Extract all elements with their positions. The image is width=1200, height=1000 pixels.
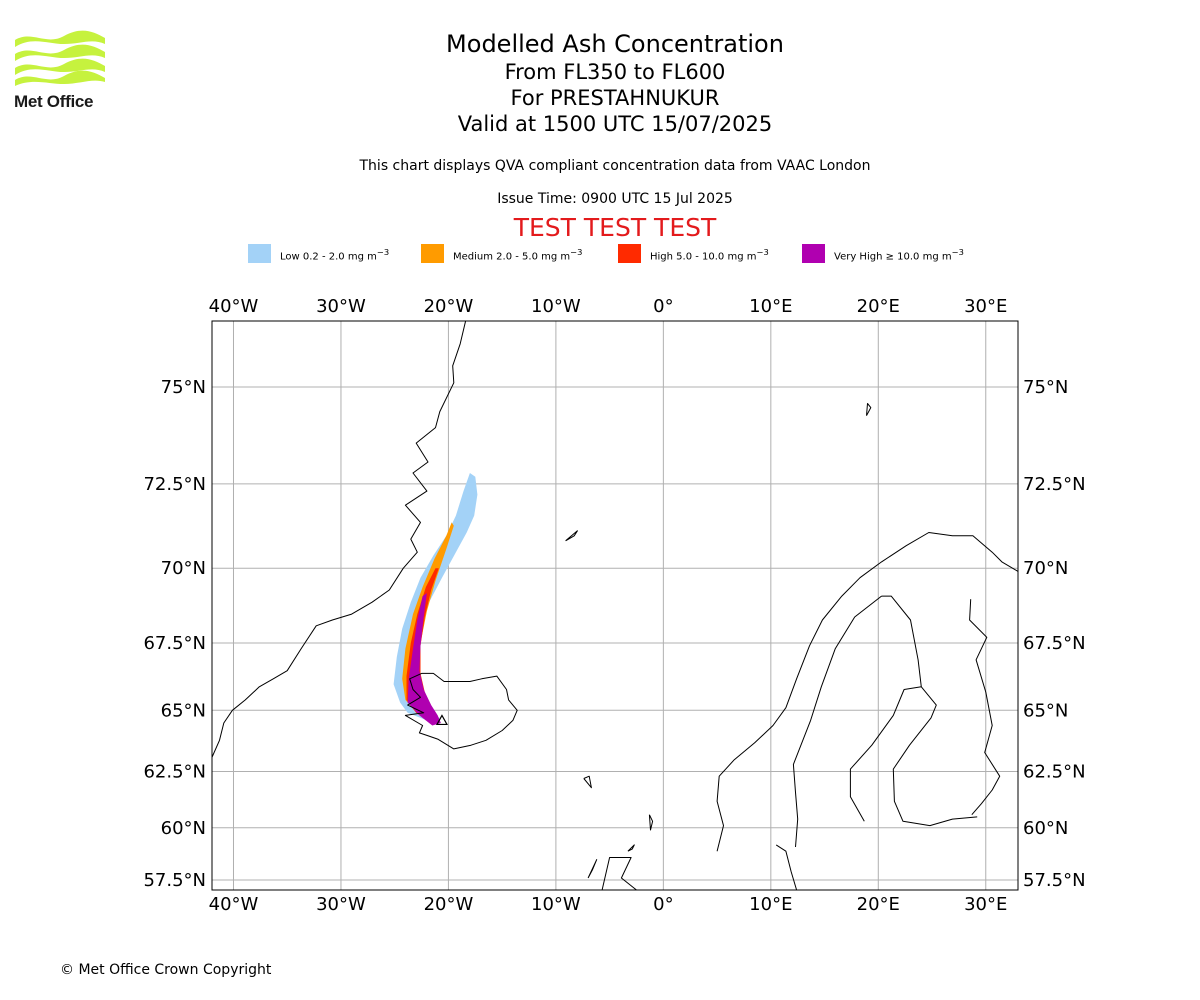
volcano-triangle-icon xyxy=(435,714,448,726)
map-frame xyxy=(211,320,1019,891)
right-lat-tick-label: 70°N xyxy=(1023,558,1068,579)
right-lat-tick-label: 67.5°N xyxy=(1023,633,1086,654)
legend-swatch-very-high xyxy=(802,244,825,263)
coastline-iceland xyxy=(404,672,518,750)
left-lat-tick-label: 72.5°N xyxy=(143,474,206,495)
top-lon-tick-label: 30°E xyxy=(964,296,1007,317)
coastline-orkney xyxy=(627,844,635,852)
coastline-russia-border xyxy=(969,599,1001,816)
left-lat-tick-label: 65°N xyxy=(161,700,206,721)
bottom-lon-tick-label: 10°E xyxy=(749,894,792,915)
top-lon-tick-label: 10°E xyxy=(749,296,792,317)
legend-label-high: High 5.0 - 10.0 mg m−3 xyxy=(650,247,769,263)
coastlines xyxy=(212,321,1018,890)
chart-title: Modelled Ash Concentration xyxy=(446,30,784,58)
flight-levels: From FL350 to FL600 xyxy=(504,60,726,84)
right-lat-tick-label: 72.5°N xyxy=(1023,474,1086,495)
test-banner: TEST TEST TEST xyxy=(513,213,717,242)
bottom-lon-tick-label: 0° xyxy=(653,894,673,915)
bottom-lon-tick-label: 20°W xyxy=(424,894,474,915)
met-office-logo: Met Office xyxy=(14,30,106,112)
coastline-scandinavia xyxy=(716,532,1018,852)
map-tick-labels: 40°W 40°W 30°W 30°W 20°W 20°W 10°W 10°W 0° 0° 10°E… xyxy=(143,296,1085,915)
coastline-shetland xyxy=(648,814,654,831)
right-lat-tick-label: 57.5°N xyxy=(1023,870,1086,891)
right-lat-tick-label: 60°N xyxy=(1023,818,1068,839)
top-lon-tick-label: 20°E xyxy=(857,296,900,317)
met-office-waves-icon xyxy=(15,30,105,86)
legend-swatch-low xyxy=(248,244,271,263)
right-lat-tick-label: 65°N xyxy=(1023,700,1068,721)
bottom-lon-tick-label: 30°W xyxy=(316,894,366,915)
chart-titles: Modelled Ash Concentration From FL350 to… xyxy=(0,29,1200,137)
chart-description: This chart displays QVA compliant concen… xyxy=(359,158,871,174)
left-lat-tick-label: 62.5°N xyxy=(143,761,206,782)
bottom-lon-tick-label: 40°W xyxy=(209,894,259,915)
top-lon-tick-label: 20°W xyxy=(424,296,474,317)
coastline-finland-border xyxy=(881,595,922,687)
top-lon-tick-label: 40°W xyxy=(209,296,259,317)
legend-swatch-high xyxy=(618,244,641,263)
graticule xyxy=(212,321,1018,890)
legend-label-medium: Medium 2.0 - 5.0 mg m−3 xyxy=(453,247,583,263)
legend-label-low: Low 0.2 - 2.0 mg m−3 xyxy=(280,247,390,263)
coastline-sweden-norway-border xyxy=(792,595,882,848)
top-lon-tick-label: 10°W xyxy=(531,296,581,317)
issue-time: Issue Time: 0900 UTC 15 Jul 2025 xyxy=(497,191,733,207)
ash-low-area xyxy=(393,473,478,723)
coastline-greenland xyxy=(212,321,467,758)
top-lon-tick-label: 0° xyxy=(653,296,673,317)
coastline-scotland xyxy=(601,857,637,890)
coastline-gulf-bothnia xyxy=(849,686,978,827)
bottom-lon-tick-label: 30°E xyxy=(964,894,1007,915)
left-lat-tick-label: 60°N xyxy=(161,818,206,839)
right-lat-tick-label: 62.5°N xyxy=(1023,761,1086,782)
valid-time: Valid at 1500 UTC 15/07/2025 xyxy=(457,112,773,136)
coastline-lewis xyxy=(587,859,598,879)
left-lat-tick-label: 67.5°N xyxy=(143,633,206,654)
bottom-lon-tick-label: 10°W xyxy=(531,894,581,915)
coastline-faroes xyxy=(583,775,592,789)
legend-label-very-high: Very High ≥ 10.0 mg m−3 xyxy=(834,247,964,263)
top-lon-tick-label: 30°W xyxy=(316,296,366,317)
right-lat-tick-label: 75°N xyxy=(1023,377,1068,398)
met-office-wordmark: Met Office xyxy=(14,92,94,111)
coastline-jan-mayen xyxy=(565,530,578,542)
ash-plume xyxy=(393,473,478,726)
copyright-notice: © Met Office Crown Copyright xyxy=(60,962,272,978)
bottom-lon-tick-label: 20°E xyxy=(857,894,900,915)
left-lat-tick-label: 75°N xyxy=(161,377,206,398)
legend-swatch-medium xyxy=(421,244,444,263)
coastline-bear-island xyxy=(866,403,872,416)
left-lat-tick-label: 57.5°N xyxy=(143,870,206,891)
volcano-marker xyxy=(435,714,448,726)
left-lat-tick-label: 70°N xyxy=(161,558,206,579)
coastline-baltic-west xyxy=(775,844,798,890)
volcano-name: For PRESTAHNUKUR xyxy=(510,86,720,110)
